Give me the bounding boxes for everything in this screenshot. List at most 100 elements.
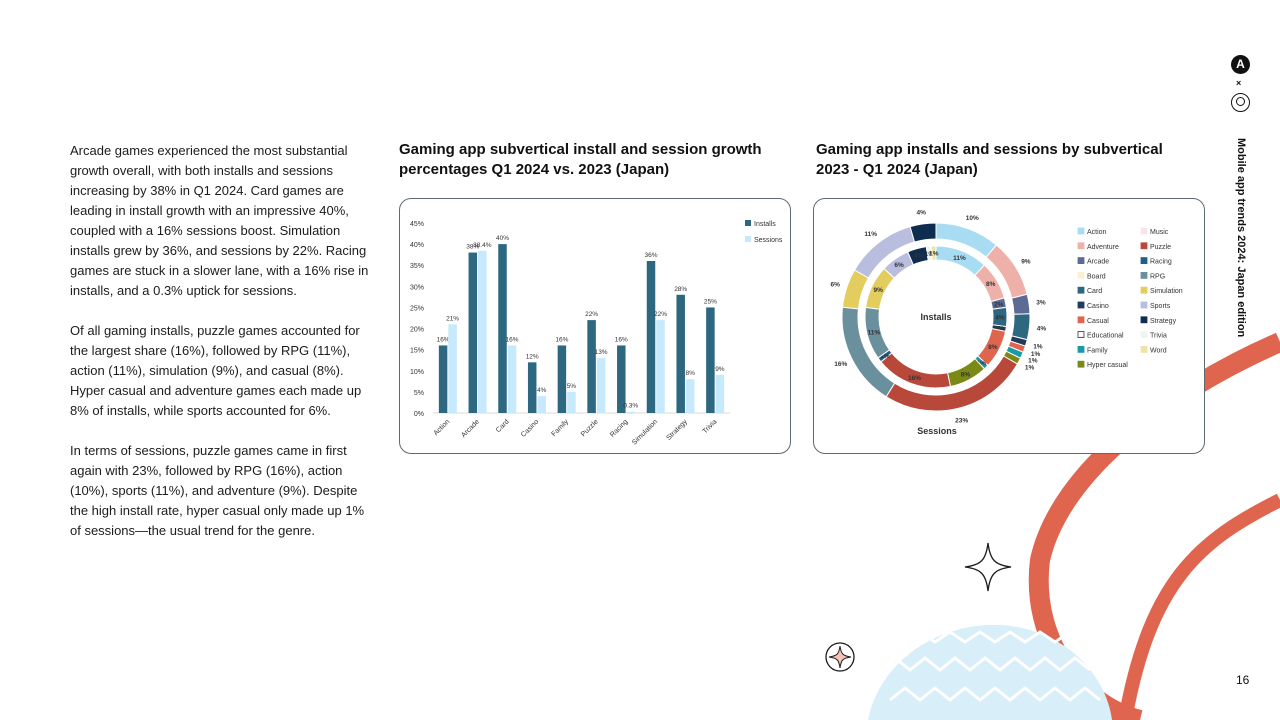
sessions-slice-label: 10% — [966, 215, 979, 222]
bar-data-label: 25% — [704, 298, 717, 305]
legend-label: Family — [1087, 347, 1108, 354]
legend-label: Word — [1150, 347, 1167, 354]
legend-swatch — [1077, 360, 1085, 368]
bar-chart: 0% 5% 10% 15% 20% 25% 30% 35% 40% 45% 16% 21% Action… — [410, 220, 783, 447]
bar-data-label: 9% — [715, 366, 725, 373]
legend-swatch — [1077, 272, 1085, 279]
sessions-slice-label: 1% — [1031, 351, 1041, 358]
legend-swatch — [1140, 242, 1148, 250]
bar-data-label: 16% — [437, 336, 450, 343]
sessions-slice — [1011, 293, 1031, 315]
y-tick-label: 10% — [410, 369, 424, 376]
bar-sessions — [507, 345, 517, 413]
donut-chart-title: Gaming app installs and sessions by subv… — [816, 141, 1163, 178]
decorative-swoosh — [1118, 493, 1280, 720]
sessions-slice-label: 3% — [1036, 300, 1046, 307]
legend-swatch — [1140, 345, 1148, 353]
bar-data-label: 12% — [526, 353, 539, 360]
body-paragraph: Of all gaming installs, puzzle games acc… — [70, 323, 362, 418]
legend-label: Racing — [1150, 259, 1172, 266]
installs-slice-label: 11% — [867, 330, 880, 337]
sessions-slice-label: 9% — [1021, 258, 1031, 265]
sessions-slice-label: 6% — [830, 282, 840, 289]
bar-sessions — [448, 324, 457, 413]
times-icon: × — [1236, 78, 1242, 88]
legend-label: Music — [1150, 229, 1169, 236]
y-tick-label: 25% — [410, 305, 424, 312]
legend-label: Sports — [1150, 303, 1171, 310]
y-tick-label: 45% — [410, 221, 424, 228]
legend-label: Educational — [1087, 333, 1124, 340]
x-tick-label: Action — [433, 418, 452, 437]
bar-data-label: 21% — [446, 315, 459, 322]
bar-data-label: 8% — [685, 370, 695, 377]
bar-data-label: 40% — [496, 235, 509, 242]
installs-slice-label: 1% — [994, 325, 1004, 332]
installs-slice-label: 4% — [914, 253, 924, 260]
bar-installs — [676, 294, 685, 413]
y-tick-label: 15% — [410, 348, 424, 355]
bar-sessions — [626, 411, 636, 413]
bar-data-label: 38.4% — [473, 242, 492, 249]
legend-label: Arcade — [1087, 259, 1109, 266]
bar-installs — [438, 345, 448, 413]
bar-chart-card: 0% 5% 10% 15% 20% 25% 30% 35% 40% 45% 16% 21% Action… — [399, 198, 791, 454]
bar-data-label: 16% — [615, 336, 628, 343]
x-tick-label: Family — [551, 418, 571, 438]
legend-label: Puzzle — [1150, 244, 1171, 251]
side-label-text: Mobile app trends 2024: Japan edition — [1235, 138, 1247, 338]
y-tick-label: 30% — [410, 284, 424, 291]
legend-swatch — [1077, 286, 1085, 294]
installs-slice-label: 8% — [961, 371, 971, 378]
sessions-slice-label: 1% — [1033, 344, 1043, 351]
legend-swatch — [1140, 301, 1148, 309]
installs-slice-label: 9% — [874, 287, 884, 294]
x-tick-label: Arcade — [460, 418, 481, 439]
decorative-wave-pattern — [868, 624, 1112, 720]
bar-installs — [557, 345, 567, 413]
sessions-slice — [909, 222, 937, 243]
sparkle-icon — [964, 542, 1012, 592]
bar-installs — [527, 362, 537, 413]
legend-label: Simulation — [1150, 288, 1183, 295]
x-tick-label: Card — [495, 418, 511, 434]
sessions-slice-label: 1% — [1028, 358, 1038, 365]
legend-label: RPG — [1150, 273, 1165, 280]
legend-swatch — [1077, 227, 1085, 235]
legend-label: Sessions — [754, 237, 783, 244]
installs-slice-label: 6% — [894, 262, 904, 269]
bar-installs — [468, 252, 478, 413]
legend-swatch — [1140, 316, 1148, 324]
sessions-slice-label: 23% — [955, 417, 968, 424]
y-tick-label: 5% — [414, 390, 424, 397]
legend-swatch — [1077, 257, 1085, 264]
legend-label: Casual — [1087, 318, 1109, 325]
inner-ring-label: Installs — [920, 312, 951, 322]
bar-sessions — [478, 250, 487, 413]
page-number: 16 — [1236, 673, 1250, 687]
body-paragraph: In terms of sessions, puzzle games came … — [70, 443, 365, 538]
legend-swatch — [745, 236, 751, 242]
legend-label: Strategy — [1150, 318, 1177, 325]
bar-data-label: 16% — [555, 336, 568, 343]
x-tick-label: Racing — [609, 418, 629, 438]
sessions-slice-label: 11% — [864, 231, 877, 238]
bar-installs — [617, 345, 626, 413]
legend-label: Hyper casual — [1087, 362, 1128, 369]
y-tick-label: 35% — [410, 263, 424, 270]
bar-data-label: 22% — [585, 311, 598, 318]
legend-label: Card — [1087, 288, 1102, 295]
bar-sessions — [567, 391, 576, 413]
installs-slice-label: 1% — [929, 251, 939, 258]
bar-data-label: 22% — [654, 311, 667, 318]
side-section-label: Mobile app trends 2024: Japan edition — [1228, 138, 1254, 350]
x-tick-label: Simulation — [631, 418, 659, 446]
x-tick-label: Casino — [520, 418, 540, 438]
installs-slice-label: 1% — [880, 353, 890, 360]
bar-installs — [587, 320, 596, 413]
bar-data-label: 4% — [537, 387, 547, 394]
legend-label: Adventure — [1087, 244, 1119, 251]
bar-sessions — [537, 396, 546, 413]
bar-sessions — [656, 320, 665, 413]
